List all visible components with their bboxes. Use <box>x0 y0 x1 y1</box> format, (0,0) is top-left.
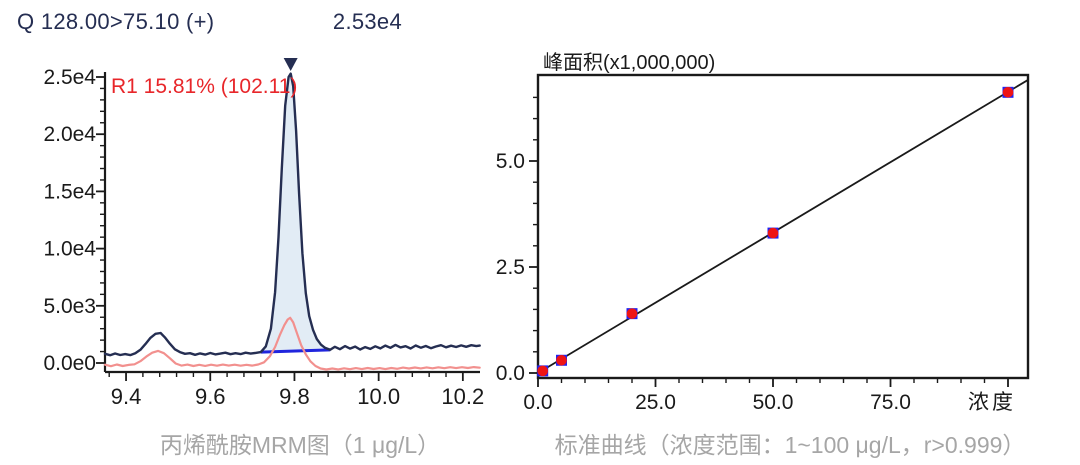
mrm-transition-label: Q 128.00>75.10 (+) <box>17 9 215 34</box>
peak-height-value: 2.53e4 <box>332 9 402 34</box>
point-circle-icon <box>556 354 567 366</box>
peak-apex-marker <box>283 58 298 71</box>
point-circle-icon <box>537 365 548 377</box>
y-tick-label: 5.0 <box>496 150 525 173</box>
x-tick-label: 9.8 <box>279 384 310 409</box>
point-circle-icon <box>767 227 779 239</box>
peak-fill <box>260 73 331 353</box>
calibration-point <box>1002 86 1014 98</box>
calibration-point <box>767 227 779 239</box>
x-tick-label: 9.6 <box>195 384 226 409</box>
y-axis-title: 峰面积(x1,000,000) <box>543 51 715 74</box>
calibration-point <box>556 354 567 366</box>
x-tick-label: 50.0 <box>753 391 794 414</box>
y-tick-label: 5.0e3 <box>43 295 96 318</box>
x-axis-title: 浓度 <box>968 391 1016 414</box>
quantifier-trace <box>103 72 481 357</box>
x-tick-label: 9.4 <box>111 384 142 409</box>
x-tick-label: 10.2 <box>441 384 484 409</box>
calibration-plot: 0.0 2.5 5.0 0.0 25.0 50.0 75.0 峰面积(x1,000,000) 浓… <box>496 51 1030 414</box>
chromatogram-plot: 0.0e0 5.0e3 1.0e4 1.5e4 2.0e4 2.5e4 9.4 9.6 9.8 1… <box>43 58 484 409</box>
y-tick-label: 0.0e0 <box>43 352 96 375</box>
x-tick-label: 75.0 <box>870 391 911 414</box>
chromatogram-caption: 丙烯酰胺MRM图（1 μg/L） <box>159 432 441 458</box>
y-tick-label: 2.5 <box>496 256 525 279</box>
calibration-point <box>537 365 549 377</box>
y-tick-label: 1.0e4 <box>43 238 96 261</box>
plot-frame <box>536 73 1030 380</box>
point-circle-icon <box>1002 87 1014 98</box>
y-tick-label: 2.0e4 <box>43 123 96 146</box>
x-tick-label: 25.0 <box>635 391 676 414</box>
x-tick-label: 10.0 <box>357 384 400 409</box>
calibration-point <box>626 308 638 320</box>
qualifier-trace <box>103 316 481 371</box>
point-circle-icon <box>626 308 638 319</box>
calibration-caption: 标准曲线（浓度范围：1~100 μg/L，r>0.999） <box>554 432 1026 458</box>
y-tick-label: 1.5e4 <box>43 180 96 203</box>
y-tick-label: 2.5e4 <box>43 66 96 89</box>
fit-line <box>537 79 1029 374</box>
y-tick-label: 0.0 <box>496 362 525 385</box>
peak-annotation: R1 15.81% (102.11) <box>111 75 298 98</box>
x-tick-label: 0.0 <box>523 391 552 414</box>
